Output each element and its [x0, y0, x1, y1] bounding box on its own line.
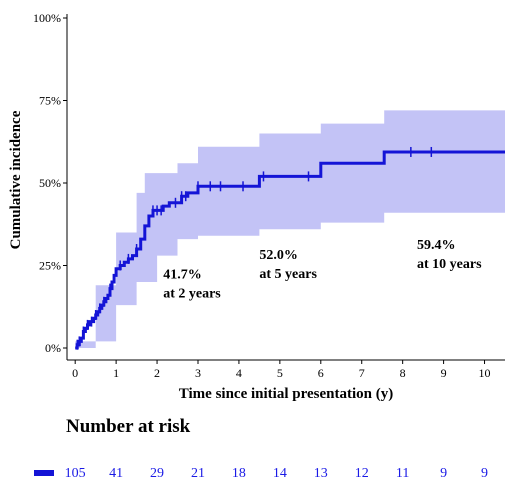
- risk-count: 9: [440, 466, 447, 481]
- x-tick-label: 1: [113, 366, 119, 380]
- x-tick-label: 3: [195, 366, 201, 380]
- y-axis-title: Cumulative incidence: [8, 110, 24, 249]
- risk-count: 18: [232, 466, 246, 481]
- risk-count: 105: [65, 466, 86, 481]
- risk-count: 29: [150, 466, 164, 481]
- risk-table-title: Number at risk: [66, 416, 191, 437]
- y-tick-label: 50%: [39, 176, 61, 190]
- x-tick-label: 9: [441, 366, 447, 380]
- censor-marks-layer: [76, 146, 433, 350]
- x-tick-label: 5: [277, 366, 283, 380]
- risk-count: 12: [355, 466, 369, 481]
- x-tick-label: 6: [318, 366, 324, 380]
- risk-table-values: 105 41 29 21 18 14 13 12 11 9 9: [65, 466, 488, 481]
- annotations-layer: 41.7% at 2 years 52.0% at 5 years 59.4% at 10…: [163, 238, 482, 302]
- confidence-band: [75, 110, 505, 349]
- x-tick-label: 10: [479, 366, 491, 380]
- risk-count: 9: [481, 466, 488, 481]
- annotation-value: 59.4%: [417, 238, 456, 253]
- risk-legend-swatch: [34, 470, 54, 476]
- annotation-label: at 2 years: [163, 287, 221, 302]
- risk-count: 13: [314, 466, 328, 481]
- x-tick-label: 7: [359, 366, 365, 380]
- x-tick-label: 0: [72, 366, 78, 380]
- annotation-label: at 10 years: [417, 257, 482, 272]
- y-tick-label: 0%: [45, 341, 61, 355]
- confidence-band-layer: [75, 110, 505, 349]
- y-tick-label: 25%: [39, 259, 61, 273]
- risk-count: 14: [273, 466, 287, 481]
- x-axis-title: Time since initial presentation (y): [179, 386, 393, 402]
- risk-count: 21: [191, 466, 205, 481]
- y-tick-label: 100%: [33, 11, 61, 25]
- y-tick-label: 75%: [39, 94, 61, 108]
- axes-layer: 0% 25% 50% 75% 100% 0 1 2 3 4 5 6 7 8 9 10: [33, 11, 505, 380]
- x-tick-label: 2: [154, 366, 160, 380]
- x-tick-label: 4: [236, 366, 242, 380]
- annotation-value: 41.7%: [163, 268, 202, 283]
- annotation-label: at 5 years: [259, 267, 317, 282]
- annotation-value: 52.0%: [259, 248, 298, 263]
- risk-count: 11: [396, 466, 409, 481]
- risk-count: 41: [109, 466, 123, 481]
- x-tick-label: 8: [400, 366, 406, 380]
